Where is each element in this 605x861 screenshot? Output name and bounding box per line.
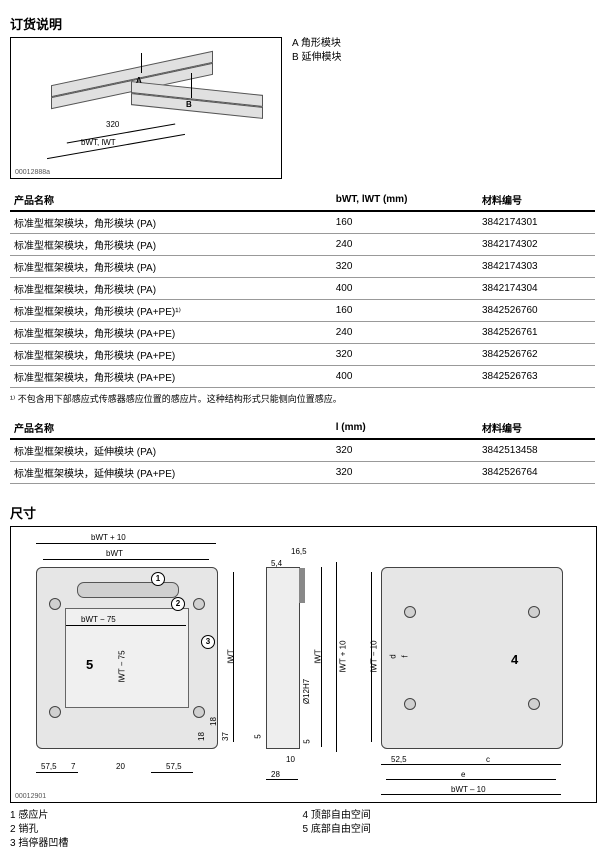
dim-bwt-lwt: bWT, lWT <box>81 138 116 147</box>
table-row: 标准型框架模块，角形模块 (PA+PE)2403842526761 <box>10 322 595 344</box>
lbl-bwt: bWT <box>106 549 123 558</box>
n57a: 57,5 <box>41 762 57 771</box>
lbl-lwt-m75: lWT − 75 <box>118 650 127 682</box>
table-row: 标准型框架模块，延伸模块 (PA)3203842513458 <box>10 439 595 462</box>
callout-2: 2 <box>171 597 185 611</box>
table-row: 标准型框架模块，角形模块 (PA+PE)4003842526763 <box>10 366 595 388</box>
legend-b: B 延伸模块 <box>292 51 341 65</box>
n57b: 57,5 <box>166 762 182 771</box>
table-cell: 240 <box>332 234 478 256</box>
t1-h-part: 材料编号 <box>478 189 595 211</box>
callouts: 1 感应片 2 销孔 3 挡停器凹槽 4 顶部自由空间 5 底部自由空间 <box>10 809 595 851</box>
table-cell: 320 <box>332 462 478 484</box>
legend-a: A 角形模块 <box>292 37 341 51</box>
table-cell: 标准型框架模块，延伸模块 (PA) <box>10 439 332 462</box>
callout-text-4: 4 顶部自由空间 <box>303 809 596 823</box>
table-row: 标准型框架模块，角形模块 (PA)1603842174301 <box>10 211 595 234</box>
callout-text-2: 2 销孔 <box>10 823 303 837</box>
d12h7: Ø12H7 <box>302 679 311 704</box>
n20: 20 <box>116 762 125 771</box>
table-cell: 标准型框架模块，角形模块 (PA) <box>10 211 332 234</box>
dim-320: 320 <box>106 120 119 129</box>
table-corner-modules: 产品名称 bWT, lWT (mm) 材料编号 标准型框架模块，角形模块 (PA… <box>10 189 595 388</box>
table-cell: 400 <box>332 366 478 388</box>
big-5: 5 <box>86 657 93 672</box>
t2-h-name: 产品名称 <box>10 417 332 439</box>
t1-h-dim: bWT, lWT (mm) <box>332 189 478 211</box>
table-cell: 标准型框架模块，角形模块 (PA) <box>10 234 332 256</box>
table-cell: 160 <box>332 211 478 234</box>
n16-5: 16,5 <box>291 547 307 556</box>
table-row: 标准型框架模块，角形模块 (PA+PE)¹⁾1603842526760 <box>10 300 595 322</box>
table-row: 标准型框架模块，角形模块 (PA)4003842174304 <box>10 278 595 300</box>
table-cell: 320 <box>332 439 478 462</box>
dims-diagram: bWT + 10 bWT bWT − 75 lWT lWT − 75 1 2 3… <box>10 526 597 803</box>
footnote-1: ¹⁾ 不包含用下部感应式传感器感应位置的感应片。这种结构形式只能侧向位置感应。 <box>10 392 595 405</box>
lbl-bwt-plus10: bWT + 10 <box>91 533 126 542</box>
table-cell: 3842174304 <box>478 278 595 300</box>
table-cell: 3842174301 <box>478 211 595 234</box>
table-cell: 标准型框架模块，角形模块 (PA+PE) <box>10 344 332 366</box>
lbl-lwtp10: lWT + 10 <box>339 640 348 672</box>
n18b: 18 <box>209 717 218 726</box>
top-diagram-ref: 00012888a <box>15 169 50 176</box>
table-cell: 3842526762 <box>478 344 595 366</box>
lbl-e: e <box>461 770 465 779</box>
table-cell: 3842513458 <box>478 439 595 462</box>
n5b: 5 <box>303 739 312 743</box>
top-legend: A 角形模块 B 延伸模块 <box>292 37 341 65</box>
label-b: B <box>186 100 192 109</box>
table-cell: 240 <box>332 322 478 344</box>
n28: 28 <box>271 770 280 779</box>
callout-text-5: 5 底部自由空间 <box>303 823 596 837</box>
lbl-bwtm10: bWT – 10 <box>451 785 486 794</box>
table-cell: 3842526761 <box>478 322 595 344</box>
table-row: 标准型框架模块，角形模块 (PA+PE)3203842526762 <box>10 344 595 366</box>
table-cell: 320 <box>332 256 478 278</box>
callout-text-3: 3 挡停器凹槽 <box>10 837 303 851</box>
n5-4: 5,4 <box>271 559 282 568</box>
table-cell: 标准型框架模块，角形模块 (PA+PE) <box>10 322 332 344</box>
n37: 37 <box>221 732 230 741</box>
table-cell: 3842526760 <box>478 300 595 322</box>
lbl-d: d <box>389 654 398 658</box>
callout-text-1: 1 感应片 <box>10 809 303 823</box>
t2-h-dim: l (mm) <box>332 417 478 439</box>
table-row: 标准型框架模块，角形模块 (PA)3203842174303 <box>10 256 595 278</box>
table-cell: 标准型框架模块，角形模块 (PA+PE) <box>10 366 332 388</box>
table-cell: 3842526763 <box>478 366 595 388</box>
dims-diagram-ref: 00012901 <box>15 793 46 800</box>
lbl-lwt: lWT <box>227 649 236 663</box>
table-cell: 标准型框架模块，角形模块 (PA+PE)¹⁾ <box>10 300 332 322</box>
lbl-bwt-m75: bWT − 75 <box>81 615 116 624</box>
table-cell: 3842174303 <box>478 256 595 278</box>
callout-1: 1 <box>151 572 165 586</box>
label-a: A <box>136 76 142 85</box>
t2-h-part: 材料编号 <box>478 417 595 439</box>
table-row: 标准型框架模块，角形模块 (PA)2403842174302 <box>10 234 595 256</box>
table-cell: 400 <box>332 278 478 300</box>
section-dims-title: 尺寸 <box>10 503 595 522</box>
table-cell: 160 <box>332 300 478 322</box>
table-cell: 标准型框架模块，角形模块 (PA) <box>10 256 332 278</box>
table-cell: 3842526764 <box>478 462 595 484</box>
callout-3: 3 <box>201 635 215 649</box>
t1-h-name: 产品名称 <box>10 189 332 211</box>
n5a: 5 <box>254 734 263 738</box>
n7: 7 <box>71 762 75 771</box>
table-row: 标准型框架模块，延伸模块 (PA+PE)3203842526764 <box>10 462 595 484</box>
section-order-title: 订货说明 <box>10 14 595 33</box>
lbl-f: f <box>401 655 410 657</box>
top-row: A B 320 bWT, lWT 00012888a A 角形模块 B 延伸模块 <box>10 37 595 179</box>
big-4: 4 <box>511 652 518 667</box>
top-diagram: A B 320 bWT, lWT 00012888a <box>10 37 282 179</box>
table-cell: 标准型框架模块，延伸模块 (PA+PE) <box>10 462 332 484</box>
table-cell: 320 <box>332 344 478 366</box>
table-cell: 标准型框架模块，角形模块 (PA) <box>10 278 332 300</box>
table-extension-modules: 产品名称 l (mm) 材料编号 标准型框架模块，延伸模块 (PA)320384… <box>10 417 595 484</box>
n18a: 18 <box>197 732 206 741</box>
table-cell: 3842174302 <box>478 234 595 256</box>
